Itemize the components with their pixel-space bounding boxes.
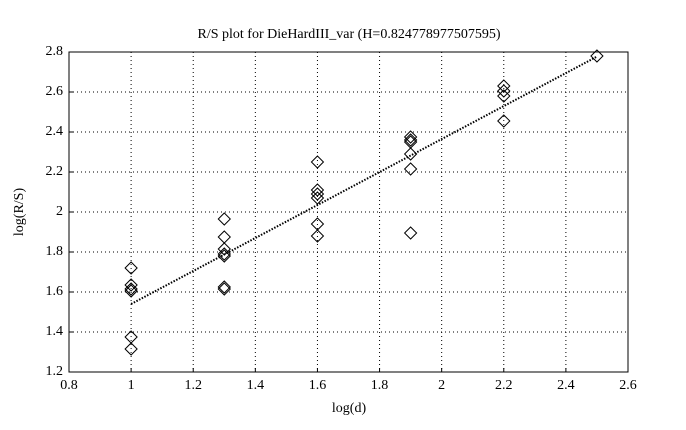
fit-line <box>130 55 598 305</box>
x-tick-label: 0.8 <box>60 378 78 393</box>
y-tick-label: 1.8 <box>46 244 64 259</box>
y-tick-label: 2.2 <box>46 164 64 179</box>
y-tick-label: 1.4 <box>46 324 64 339</box>
y-tick-label: 2.4 <box>46 124 64 139</box>
point <box>217 247 231 261</box>
point <box>403 162 418 176</box>
point <box>217 242 231 256</box>
x-tick-label: 2 <box>438 378 445 393</box>
x-tick-label: 1 <box>128 378 135 393</box>
point <box>124 278 138 292</box>
y-tick-label: 1.6 <box>46 284 64 299</box>
point <box>217 230 231 244</box>
point <box>217 282 231 296</box>
point <box>497 89 511 103</box>
point <box>310 155 325 169</box>
x-tick-label: 2.6 <box>619 378 637 393</box>
x-axis-label: log(d) <box>332 401 367 416</box>
x-tick-label: 1.6 <box>309 378 327 393</box>
y-tick-label: 2 <box>56 204 63 219</box>
y-tick-label: 2.8 <box>46 44 64 59</box>
point <box>310 191 325 205</box>
y-tick-label: 1.2 <box>46 364 64 379</box>
point <box>124 282 138 296</box>
x-tick-label: 1.2 <box>184 378 202 393</box>
point <box>217 280 231 294</box>
point <box>124 284 138 298</box>
point <box>497 84 511 98</box>
point <box>310 229 325 243</box>
point <box>403 147 418 161</box>
point <box>403 133 418 147</box>
point <box>590 49 604 63</box>
point <box>310 187 325 201</box>
y-axis-label: log(R/S) <box>12 188 27 237</box>
point <box>217 212 231 226</box>
y-tick-label: 2.6 <box>46 84 64 99</box>
x-tick-label: 1.8 <box>371 378 389 393</box>
point <box>403 130 418 144</box>
x-tick-label: 1.4 <box>247 378 265 393</box>
x-tick-label: 2.4 <box>557 378 575 393</box>
chart-title: R/S plot for DieHardIII_var (H=0.8247789… <box>197 27 500 42</box>
point <box>217 249 231 263</box>
point <box>310 183 325 197</box>
point <box>497 79 511 93</box>
point <box>124 261 138 275</box>
x-tick-label: 2.2 <box>495 378 513 393</box>
point <box>124 342 138 356</box>
point <box>403 226 418 240</box>
point <box>497 114 511 128</box>
plot-frame <box>68 51 629 373</box>
